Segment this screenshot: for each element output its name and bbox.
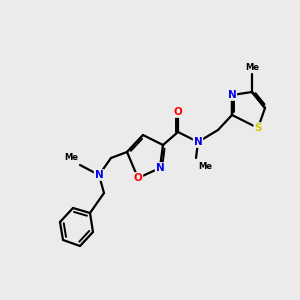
Text: O: O	[134, 173, 142, 183]
Text: S: S	[254, 123, 262, 133]
Text: Me: Me	[245, 63, 259, 72]
Text: Me: Me	[64, 153, 78, 162]
Text: Me: Me	[198, 162, 212, 171]
Text: N: N	[194, 137, 202, 147]
Text: N: N	[228, 90, 236, 100]
Text: N: N	[94, 170, 103, 180]
Text: N: N	[156, 163, 164, 173]
Text: O: O	[174, 107, 182, 117]
